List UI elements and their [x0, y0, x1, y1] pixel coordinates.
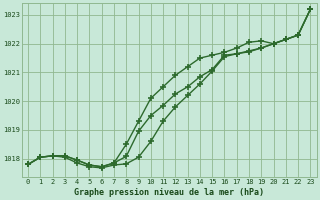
X-axis label: Graphe pression niveau de la mer (hPa): Graphe pression niveau de la mer (hPa) [74, 188, 264, 197]
